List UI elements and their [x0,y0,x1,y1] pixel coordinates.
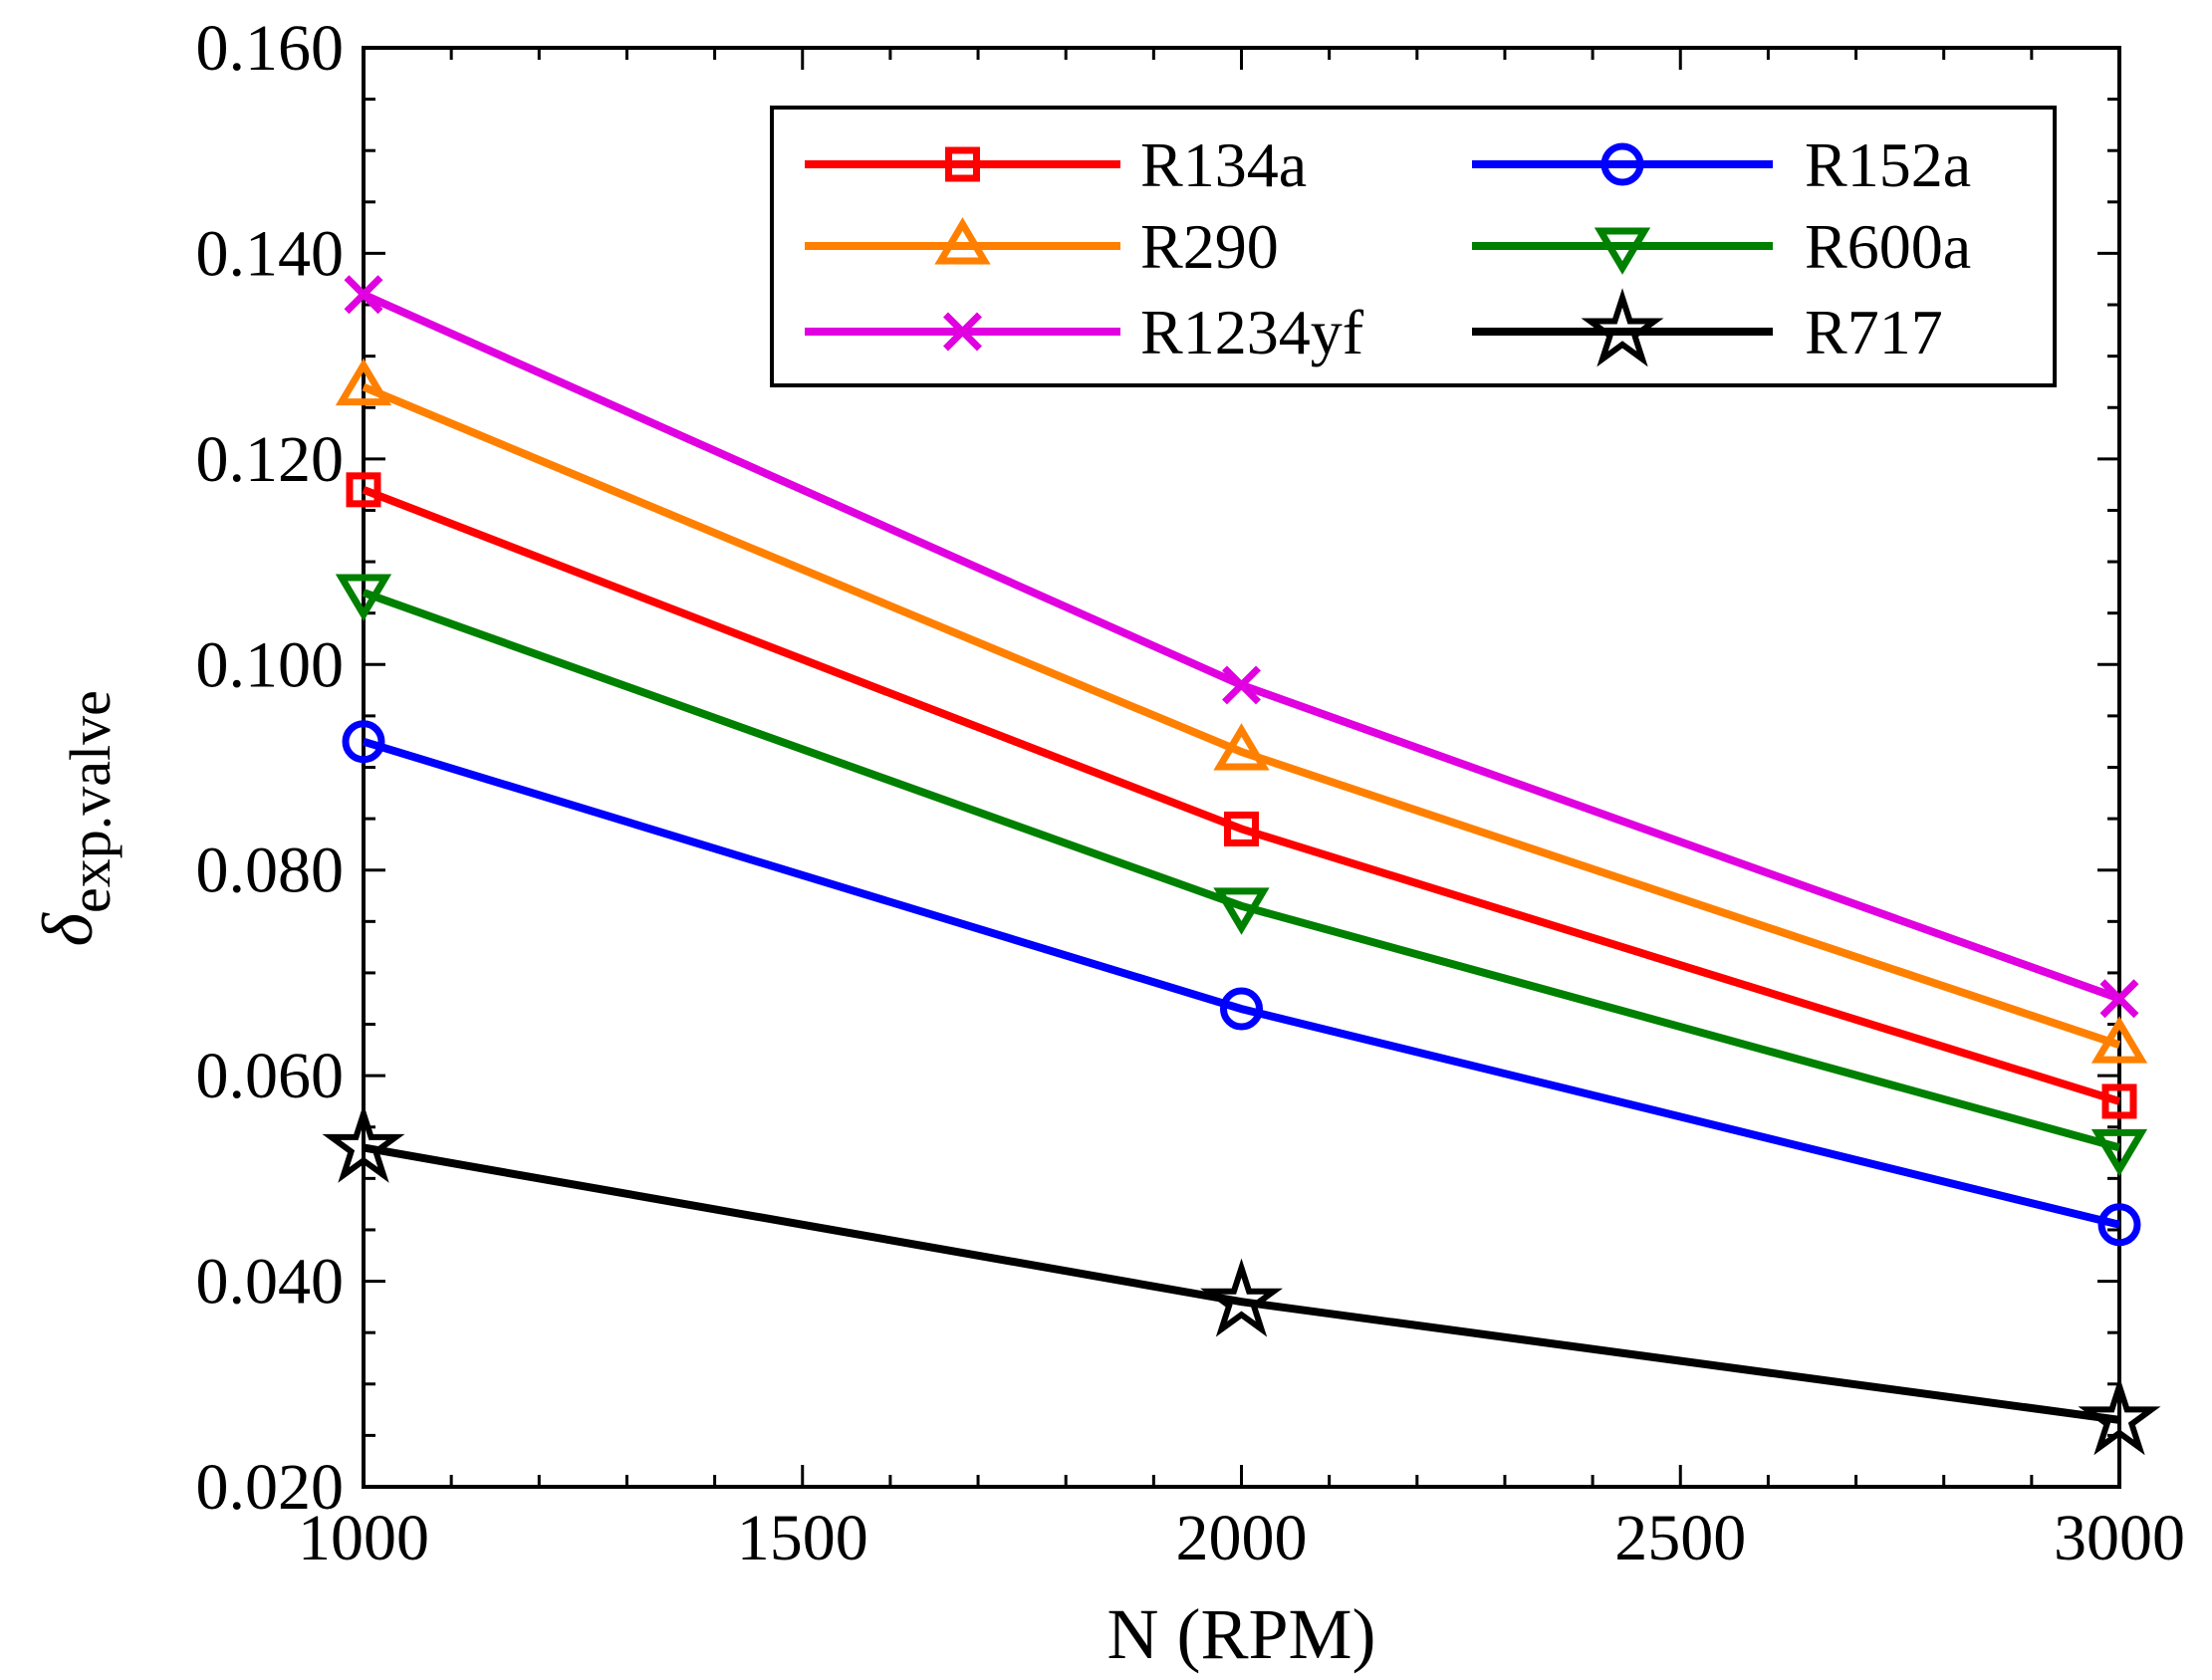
data-point [346,472,381,508]
x-tick-label: 1500 [737,1502,868,1574]
legend-entry: R290 [805,211,1279,282]
legend-label: R152a [1805,129,1971,200]
data-point [2090,1128,2148,1177]
data-point [2099,979,2139,1019]
series-R717 [322,1103,2161,1456]
legend-label: R290 [1140,211,1279,282]
y-axis-title-main: δexp.valve [28,690,123,946]
series-R600a [335,574,2148,1177]
y-tick-label: 0.080 [196,835,345,907]
series-line [363,1143,2120,1424]
data-point [1224,811,1259,846]
series-R152a [342,720,2141,1247]
legend-marker [945,146,980,182]
data-point [322,1103,405,1183]
data-point [344,275,383,315]
data-point [2101,1083,2137,1119]
x-axis-title: N (RPM) [1106,1594,1375,1674]
x-tick-label: 1000 [298,1502,429,1574]
data-point [335,358,392,406]
data-point [2090,1016,2148,1064]
x-tick-label: 2000 [1176,1502,1308,1574]
legend-label: R600a [1805,211,1971,282]
legend-entry: R600a [1472,211,1971,282]
data-point [1222,665,1261,705]
series-layer [322,275,2161,1456]
y-tick-label: 0.060 [196,1040,345,1112]
legend-entry: R717 [1472,288,1943,367]
legend-marker [943,312,982,352]
data-point [1199,1258,1284,1337]
y-tick-label: 0.020 [196,1451,345,1524]
data-point [2078,1376,2161,1456]
legend-entry: R134a [805,129,1307,200]
y-tick-label: 0.160 [196,12,345,85]
data-point [1213,723,1270,771]
data-point [335,574,392,621]
legend-entry: R152a [1472,129,1971,200]
series-line [362,382,2121,1049]
data-point [1220,987,1263,1031]
series-R290 [335,358,2148,1064]
y-axis-symbol: δ [28,912,108,947]
legend-marker [1594,227,1651,275]
data-point [2097,1203,2141,1247]
y-axis-title: δexp.valve [28,690,123,946]
legend: R134a R152a R290 R600a R1234yf R717 [770,106,2057,387]
legend-marker [1581,288,1664,367]
legend-marker [934,217,991,265]
series-line [362,486,2121,1105]
series-R1234yf [344,275,2139,1019]
x-tick-label: 3000 [2054,1502,2185,1574]
legend-label: R134a [1140,129,1307,200]
tick-labels: 1000 1500 2000 2500 3000 0.020 0.040 0.060 0.080… [196,12,2186,1574]
y-tick-label: 0.140 [196,217,345,290]
series-line [362,737,2120,1229]
y-axis-subscript: exp.valve [58,690,123,913]
series-R134a [346,472,2137,1119]
legend-label: R717 [1805,297,1943,367]
y-tick-label: 0.040 [196,1246,345,1319]
series-line [362,589,2121,1152]
x-tick-label: 2500 [1614,1502,1746,1574]
legend-label: R1234yf [1140,297,1364,367]
data-point [1213,887,1270,935]
data-point [342,720,385,764]
axis-ticks [362,46,2121,1489]
legend-entry: R1234yf [805,297,1364,367]
legend-marker [1600,142,1644,186]
y-tick-label: 0.100 [196,628,345,701]
y-tick-label: 0.120 [196,423,345,496]
